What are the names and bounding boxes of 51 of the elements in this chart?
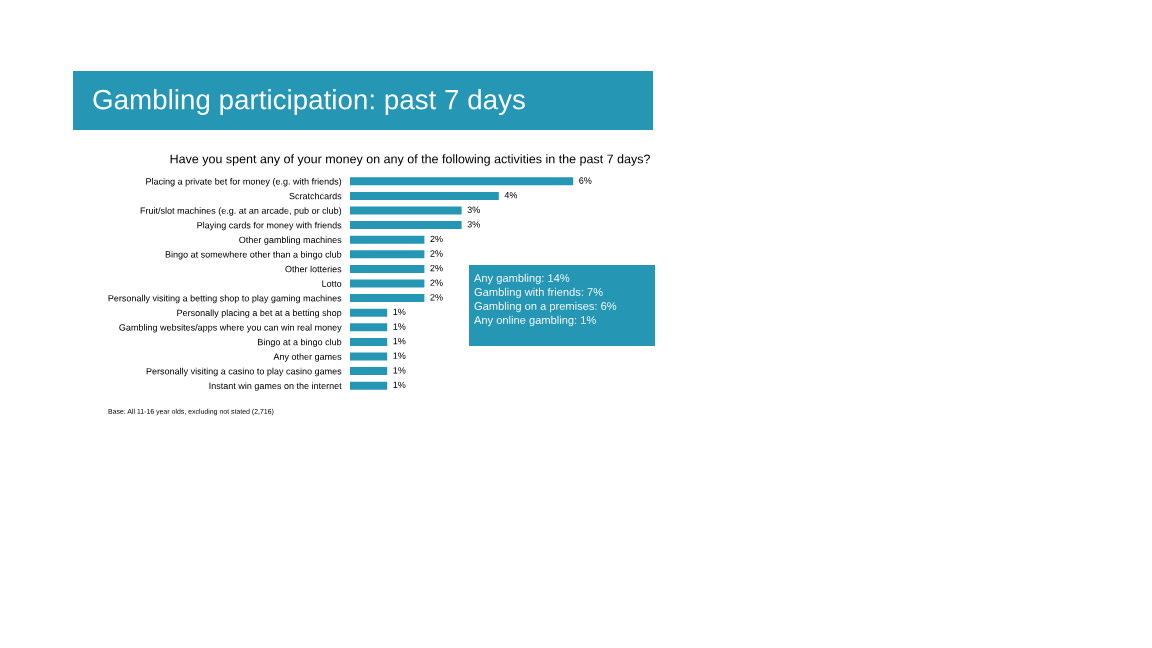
data-label: 1% <box>393 308 406 316</box>
y-tick-label: Gambling websites/apps where you can win real money <box>119 324 342 333</box>
y-tick-label: Fruit/slot machines (e.g. at an arcade, pub or club) <box>140 207 342 216</box>
chart-title: Gambling participation: past 7 days <box>93 89 525 115</box>
data-label: 2% <box>430 235 443 243</box>
data-label: 2% <box>430 279 443 286</box>
annotation: Any gambling: 14% <box>474 273 570 285</box>
bar <box>350 279 425 288</box>
annotation: Gambling with friends: 7% <box>474 287 603 299</box>
data-label: 1% <box>393 323 406 330</box>
data-label: 2% <box>430 264 443 272</box>
bar <box>350 264 425 273</box>
y-tick-label: Lotto <box>322 280 342 287</box>
bar <box>350 308 388 317</box>
bar <box>350 221 462 230</box>
bar <box>350 235 425 244</box>
data-label: 2% <box>430 294 443 301</box>
bar <box>350 250 425 259</box>
bar <box>350 352 388 361</box>
data-label: 1% <box>393 367 406 374</box>
annotation: Any online gambling: 1% <box>474 315 596 327</box>
y-tick-label: Scratchcards <box>289 192 342 200</box>
data-label: 4% <box>504 191 518 199</box>
data-label: 1% <box>393 337 406 345</box>
bar <box>350 323 388 332</box>
annotation: Gambling on a premises: 6% <box>474 301 617 313</box>
y-tick-label: Other gambling machines <box>239 236 342 245</box>
y-tick-label: Personally visiting a betting shop to play gaming machines <box>108 294 342 304</box>
bar <box>350 367 388 376</box>
y-tick-label: Bingo at somewhere other than a bingo club <box>165 251 342 260</box>
y-tick-label: Personally placing a bet at a betting shop <box>177 309 342 318</box>
y-tick-label: Playing cards for money with friends <box>197 221 342 231</box>
chart-subtitle: Have you spent any of your money on any of the following activities in the past 7 days? <box>170 154 650 166</box>
bar <box>350 381 388 390</box>
bar <box>350 206 462 215</box>
y-tick-label: Personally visiting a casino to play casino games <box>146 367 342 377</box>
y-tick-label: Placing a private bet for money (e.g. with friends) <box>146 178 342 187</box>
data-label: 1% <box>393 352 406 359</box>
bar <box>350 177 574 186</box>
data-label: 3% <box>467 206 480 213</box>
data-label: 3% <box>467 221 480 228</box>
data-label: 1% <box>393 381 406 389</box>
y-tick-label: Any other games <box>273 353 342 362</box>
y-tick-label: Bingo at a bingo club <box>258 338 342 348</box>
data-label: 6% <box>579 177 592 184</box>
data-label: 2% <box>430 250 443 257</box>
y-tick-label: Other lotteries <box>285 265 342 273</box>
bar <box>350 294 425 303</box>
y-tick-label: Instant win games on the internet <box>209 382 342 391</box>
bar <box>350 337 388 346</box>
bar <box>350 191 499 200</box>
